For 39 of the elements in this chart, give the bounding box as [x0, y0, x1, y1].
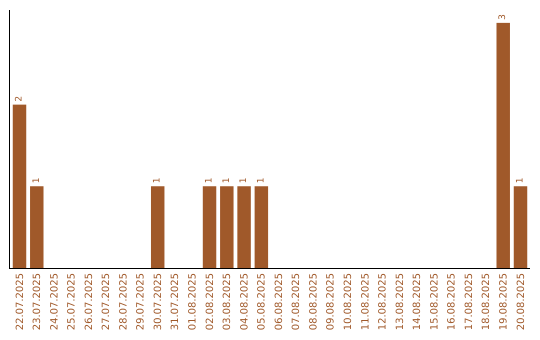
x-tick-label: 03.08.2025	[222, 273, 234, 330]
x-tick-label: 08.08.2025	[308, 273, 320, 330]
x-tick-label: 29.07.2025	[136, 273, 147, 330]
x-tick-label: 17.08.2025	[464, 273, 475, 330]
x-tick-label: 11.08.2025	[360, 273, 372, 330]
x-tick-label: 12.08.2025	[378, 273, 389, 330]
x-tick-label: 10.08.2025	[342, 273, 354, 330]
x-tick-label: 22.07.2025	[14, 273, 26, 330]
data-label: 1	[256, 178, 266, 184]
x-tick-label: 28.07.2025	[118, 273, 130, 330]
x-tick-label: 04.08.2025	[239, 273, 250, 330]
x-tick-label: 26.07.2025	[84, 273, 95, 330]
data-label: 1	[152, 178, 163, 184]
x-tick-label: 25.07.2025	[66, 273, 78, 330]
x-tick-label: 23.07.2025	[32, 273, 44, 330]
data-label: 1	[204, 178, 215, 184]
data-label: 1	[32, 178, 42, 184]
x-tick-label: 27.07.2025	[101, 273, 112, 330]
x-tick-label: 06.08.2025	[274, 273, 285, 330]
x-tick-label: 24.07.2025	[49, 273, 60, 330]
x-tick-label: 07.08.2025	[291, 273, 302, 330]
x-tick-label: 31.07.2025	[170, 273, 182, 330]
x-tick-label: 13.08.2025	[394, 273, 406, 330]
x-tick-label: 02.08.2025	[204, 273, 216, 330]
x-tick-label: 09.08.2025	[326, 273, 337, 330]
x-tick-label: 14.08.2025	[412, 273, 424, 330]
x-tick-label: 16.08.2025	[446, 273, 458, 330]
x-tick-label: 30.07.2025	[152, 273, 164, 330]
data-label: 2	[14, 96, 24, 102]
x-tick-label: 20.08.2025	[516, 273, 527, 330]
x-tick-label: 01.08.2025	[188, 273, 199, 330]
data-label: 1	[516, 178, 526, 184]
x-tick-label: 05.08.2025	[256, 273, 268, 330]
data-label: 3	[498, 14, 508, 20]
x-tick-label: 19.08.2025	[498, 273, 510, 330]
data-label: 1	[222, 178, 232, 184]
x-tick-label: 18.08.2025	[481, 273, 492, 330]
x-tick-label: 15.08.2025	[429, 273, 440, 330]
data-label: 1	[239, 178, 250, 184]
